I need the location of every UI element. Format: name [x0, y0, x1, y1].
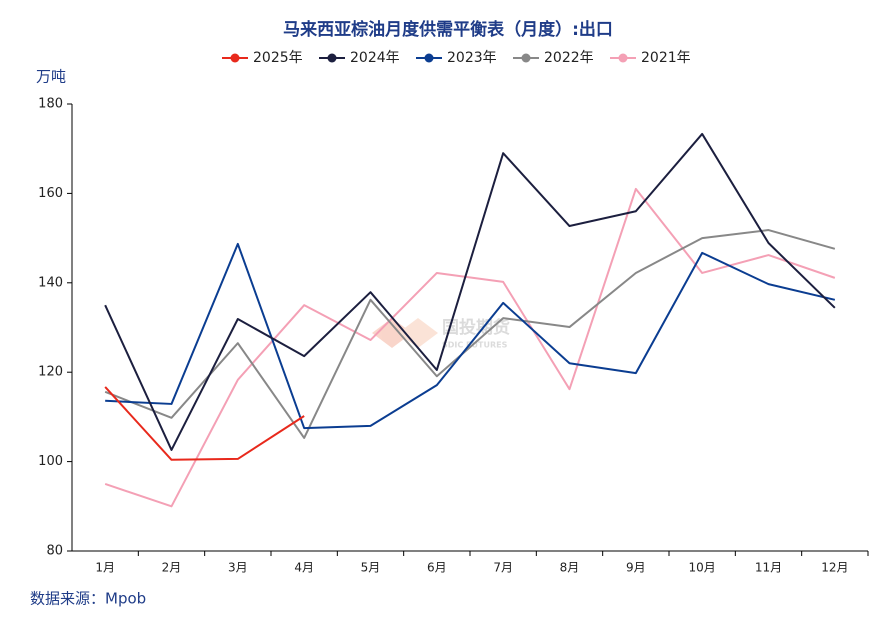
- y-tick-label: 160: [38, 186, 63, 201]
- legend-marker: [521, 53, 531, 63]
- watermark-logo: [398, 318, 438, 348]
- source: 数据来源：Mpob: [30, 590, 146, 608]
- legend-marker: [424, 53, 434, 63]
- x-tick-label: 12月: [821, 561, 848, 575]
- x-tick-label: 8月: [560, 561, 580, 575]
- x-tick-label: 11月: [755, 561, 782, 575]
- watermark: 国投期货: [442, 317, 510, 338]
- x-tick-label: 1月: [95, 561, 115, 575]
- legend-label: 2022年: [544, 50, 594, 66]
- series-line: [104, 187, 836, 508]
- watermark-group: 国投期货 SDIC FUTURES: [372, 317, 510, 350]
- legend-item: 2022年: [513, 50, 594, 66]
- y-axis-label: 万吨: [36, 68, 66, 86]
- y-tick-label: 100: [38, 454, 63, 469]
- x-tick-label: 9月: [626, 561, 646, 575]
- legend-item: 2023年: [416, 50, 497, 66]
- x-tick-label: 6月: [427, 561, 447, 575]
- y-tick-label: 140: [38, 275, 63, 290]
- legend-item: 2021年: [610, 50, 691, 66]
- x-tick-label: 10月: [689, 561, 716, 575]
- series-line: [105, 242, 836, 430]
- legend-label: 2024年: [350, 50, 400, 66]
- y-tick-label: 120: [38, 365, 63, 380]
- x-tick-label: 7月: [493, 561, 513, 575]
- legend-marker: [618, 53, 628, 63]
- x-tick-label: 4月: [294, 561, 314, 575]
- legend-label: 2023年: [447, 50, 497, 66]
- y-tick-label: 80: [46, 544, 63, 559]
- legend-item: 2024年: [319, 50, 400, 66]
- legend-item: 2025年: [222, 50, 303, 66]
- x-tick-label: 3月: [228, 561, 248, 575]
- y-tick-label: 180: [38, 97, 63, 112]
- legend-marker: [327, 53, 337, 63]
- x-tick-label: 2月: [162, 561, 182, 575]
- series-line: [104, 229, 836, 439]
- watermark-sub: SDIC FUTURES: [442, 341, 508, 350]
- series-line: [104, 386, 305, 461]
- watermark-logo: [372, 318, 412, 348]
- chart-title: 马来西亚棕油月度供需平衡表（月度）:出口: [283, 19, 613, 40]
- legend-label: 2021年: [641, 50, 691, 66]
- legend-marker: [230, 53, 240, 63]
- legend-label: 2025年: [253, 50, 303, 66]
- series-line: [104, 132, 836, 451]
- x-tick-label: 5月: [361, 561, 381, 575]
